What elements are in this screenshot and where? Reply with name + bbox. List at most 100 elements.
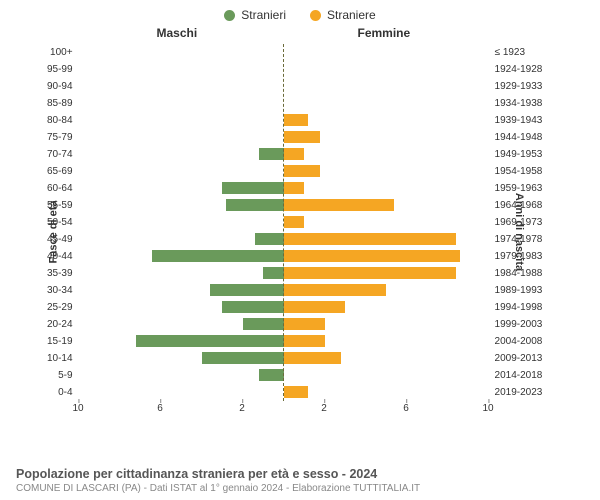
- x-tick: 2: [239, 403, 245, 414]
- table-row: 100+ ≤ 1923: [18, 44, 560, 61]
- table-row: 30-34 1989-1993: [18, 282, 560, 299]
- bar-female: [284, 233, 456, 245]
- table-row: 50-54 1969-1973: [18, 214, 560, 231]
- bar-female: [284, 386, 309, 398]
- age-label: 35-39: [18, 268, 79, 279]
- bar-female: [284, 114, 309, 126]
- footer: Popolazione per cittadinanza straniera p…: [16, 467, 584, 494]
- legend-label-male: Stranieri: [241, 8, 286, 22]
- table-row: 45-49 1974-1978: [18, 231, 560, 248]
- age-label: 75-79: [18, 132, 79, 143]
- legend-swatch-male: [224, 10, 235, 21]
- x-tick: 6: [157, 403, 163, 414]
- birth-year-label: 1949-1953: [489, 149, 560, 160]
- column-headers: Maschi Femmine: [0, 26, 600, 44]
- table-row: 95-99 1924-1928: [18, 61, 560, 78]
- x-tick: 2: [321, 403, 327, 414]
- bar-male: [259, 148, 284, 160]
- birth-year-label: 1929-1933: [489, 81, 560, 92]
- bar-female: [284, 250, 460, 262]
- chart-area: Fasce di età Anni di nascita 100+≤ 19239…: [18, 44, 560, 419]
- bar-female: [284, 199, 395, 211]
- table-row: 5-9 2014-2018: [18, 367, 560, 384]
- birth-year-label: 1989-1993: [489, 285, 560, 296]
- age-label: 40-44: [18, 251, 79, 262]
- bar-male: [259, 369, 284, 381]
- birth-year-label: 1999-2003: [489, 319, 560, 330]
- table-row: 85-89 1934-1938: [18, 95, 560, 112]
- legend-label-female: Straniere: [327, 8, 376, 22]
- birth-year-label: 1979-1983: [489, 251, 560, 262]
- age-label: 50-54: [18, 217, 79, 228]
- bar-male: [210, 284, 284, 296]
- bar-male: [222, 301, 284, 313]
- bar-female: [284, 352, 341, 364]
- table-row: 25-291994-1998: [18, 299, 560, 316]
- bar-male: [202, 352, 284, 364]
- age-label: 100+: [18, 47, 79, 58]
- column-header-right: Femmine: [358, 26, 411, 40]
- bar-female: [284, 318, 325, 330]
- age-label: 60-64: [18, 183, 79, 194]
- bar-male: [152, 250, 283, 262]
- birth-year-label: 1974-1978: [489, 234, 560, 245]
- bar-male: [243, 318, 284, 330]
- table-row: 20-24 1999-2003: [18, 316, 560, 333]
- bar-female: [284, 165, 321, 177]
- table-row: 0-42019-2023: [18, 384, 560, 401]
- birth-year-label: 1944-1948: [489, 132, 560, 143]
- birth-year-label: 1994-1998: [489, 302, 560, 313]
- age-label: 15-19: [18, 336, 79, 347]
- x-axis: 10622610: [78, 401, 488, 419]
- bar-male: [136, 335, 284, 347]
- chart-rows: 100+≤ 192395-991924-192890-941929-193385…: [18, 44, 560, 401]
- age-label: 20-24: [18, 319, 79, 330]
- age-label: 85-89: [18, 98, 79, 109]
- legend-item-female: Straniere: [310, 8, 376, 22]
- birth-year-label: 1924-1928: [489, 64, 560, 75]
- chart-title: Popolazione per cittadinanza straniera p…: [16, 467, 584, 481]
- birth-year-label: 2014-2018: [489, 370, 560, 381]
- age-label: 70-74: [18, 149, 79, 160]
- bar-female: [284, 335, 325, 347]
- birth-year-label: 1984-1988: [489, 268, 560, 279]
- table-row: 10-142009-2013: [18, 350, 560, 367]
- age-label: 65-69: [18, 166, 79, 177]
- table-row: 70-74 1949-1953: [18, 146, 560, 163]
- table-row: 80-841939-1943: [18, 112, 560, 129]
- bar-female: [284, 182, 305, 194]
- birth-year-label: 1954-1958: [489, 166, 560, 177]
- table-row: 35-39 1984-1988: [18, 265, 560, 282]
- age-label: 45-49: [18, 234, 79, 245]
- legend-item-male: Stranieri: [224, 8, 286, 22]
- table-row: 15-19 2004-2008: [18, 333, 560, 350]
- age-label: 5-9: [18, 370, 79, 381]
- x-tick: 10: [72, 403, 83, 414]
- birth-year-label: ≤ 1923: [489, 47, 560, 58]
- age-label: 55-59: [18, 200, 79, 211]
- legend-swatch-female: [310, 10, 321, 21]
- age-label: 10-14: [18, 353, 79, 364]
- column-header-left: Maschi: [157, 26, 198, 40]
- birth-year-label: 1964-1968: [489, 200, 560, 211]
- legend: Stranieri Straniere: [0, 0, 600, 26]
- birth-year-label: 2019-2023: [489, 387, 560, 398]
- table-row: 40-44 1979-1983: [18, 248, 560, 265]
- birth-year-label: 1969-1973: [489, 217, 560, 228]
- table-row: 90-941929-1933: [18, 78, 560, 95]
- bar-male: [263, 267, 284, 279]
- age-label: 30-34: [18, 285, 79, 296]
- chart-subtitle: COMUNE DI LASCARI (PA) - Dati ISTAT al 1…: [16, 483, 584, 494]
- birth-year-label: 2004-2008: [489, 336, 560, 347]
- bar-female: [284, 148, 305, 160]
- bar-female: [284, 216, 305, 228]
- birth-year-label: 1959-1963: [489, 183, 560, 194]
- birth-year-label: 1939-1943: [489, 115, 560, 126]
- age-label: 95-99: [18, 64, 79, 75]
- bar-female: [284, 284, 387, 296]
- birth-year-label: 1934-1938: [489, 98, 560, 109]
- table-row: 75-79 1944-1948: [18, 129, 560, 146]
- table-row: 60-64 1959-1963: [18, 180, 560, 197]
- bar-female: [284, 267, 456, 279]
- bar-female: [284, 131, 321, 143]
